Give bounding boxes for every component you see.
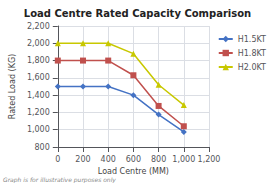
svg-text:600: 600 [126, 155, 141, 164]
svg-text:2,200: 2,200 [27, 22, 50, 31]
svg-text:1,400: 1,400 [27, 91, 50, 100]
svg-text:H1.8KT: H1.8KT [238, 49, 266, 58]
svg-text:1,600: 1,600 [27, 73, 50, 82]
svg-text:Load Centre (MM): Load Centre (MM) [98, 167, 169, 176]
svg-text:800: 800 [151, 155, 166, 164]
svg-text:800: 800 [35, 143, 50, 152]
svg-text:1,000: 1,000 [172, 155, 195, 164]
svg-text:200: 200 [75, 155, 90, 164]
svg-text:1,800: 1,800 [27, 56, 50, 65]
svg-text:Load Centre Rated Capacity Com: Load Centre Rated Capacity Comparison [24, 8, 251, 19]
svg-text:400: 400 [101, 155, 116, 164]
svg-text:1,200: 1,200 [27, 108, 50, 117]
svg-text:Graph is for illustrative purp: Graph is for illustrative purposes only [3, 176, 116, 183]
svg-text:2,000: 2,000 [27, 39, 50, 48]
svg-text:H2.0KT: H2.0KT [238, 63, 266, 72]
svg-text:H1.5KT: H1.5KT [238, 35, 266, 44]
svg-text:1,000: 1,000 [27, 125, 50, 134]
svg-text:1,200: 1,200 [198, 155, 221, 164]
svg-text:0: 0 [55, 155, 60, 164]
svg-text:Rated Load (KG): Rated Load (KG) [8, 54, 17, 119]
